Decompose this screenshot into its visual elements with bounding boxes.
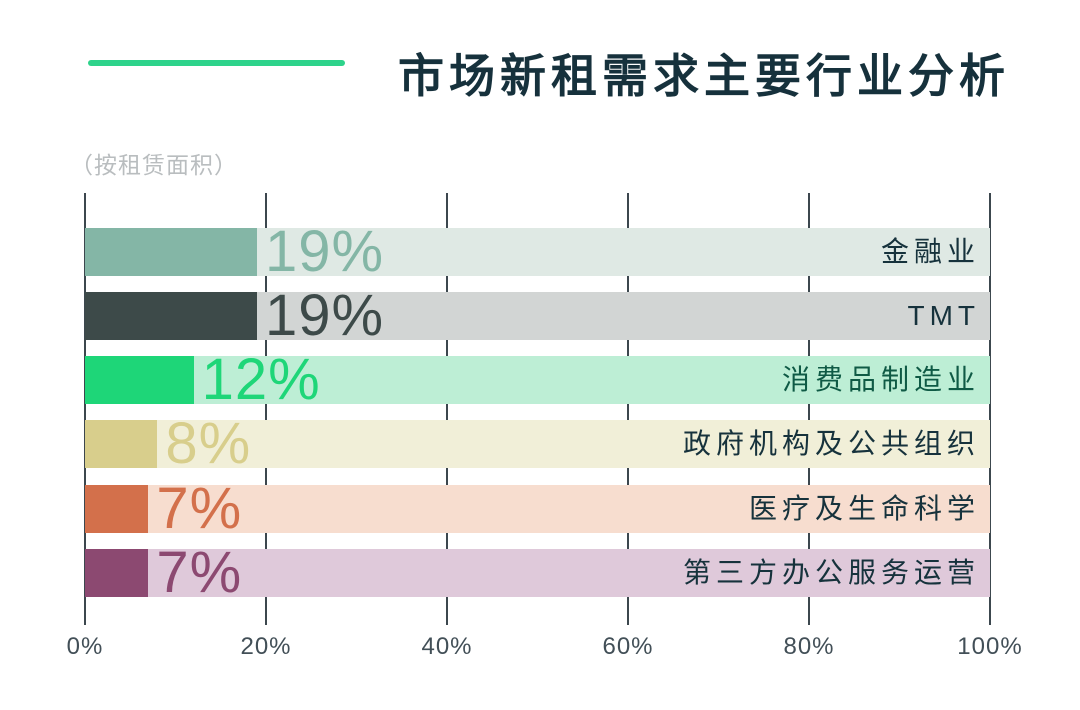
bar-row-healthcare: 7% 医疗及生命科学 — [85, 480, 990, 538]
bar-row-office-services: 7% 第三方办公服务运营 — [85, 544, 990, 602]
bar-category-label: 消费品制造业 — [781, 364, 980, 395]
bar-value-label: 19% — [264, 219, 385, 284]
bar-value-label: 7% — [156, 476, 243, 541]
page-title: 市场新租需求主要行业分析 — [398, 50, 1010, 102]
x-tick-label-100: 100% — [957, 633, 1023, 660]
chart-subtitle: （按租赁面积） — [70, 152, 238, 178]
x-tick-label-0: 0% — [66, 633, 104, 660]
bar-value-label: 8% — [165, 411, 252, 476]
bar-value-label: 7% — [156, 540, 243, 605]
x-tick-label-80: 80% — [783, 633, 835, 660]
bar-category-label: 政府机构及公共组织 — [682, 428, 980, 459]
bar-fill — [85, 292, 257, 340]
bar-fill — [85, 549, 149, 597]
bar-fill — [85, 228, 257, 276]
title-accent-line — [88, 60, 345, 66]
x-tick-label-40: 40% — [421, 633, 473, 660]
bar-category-label: 金融业 — [880, 236, 980, 267]
bar-category-label: 第三方办公服务运营 — [682, 557, 980, 588]
bar-row-consumer-goods: 12% 消费品制造业 — [85, 351, 990, 409]
bar-fill — [85, 356, 194, 404]
bar-category-label: TMT — [907, 300, 980, 331]
gridline-80pct — [808, 193, 810, 625]
bar-chart: 19% 金融业 19% TMT 12% 消费品制造业 8% 政府机构及公共组织 … — [67, 193, 1022, 660]
bar-category-label: 医疗及生命科学 — [748, 493, 980, 524]
bar-value-label: 12% — [201, 347, 321, 412]
x-tick-label-20: 20% — [240, 633, 292, 660]
x-axis: 0% 20% 40% 60% 80% 100% — [67, 633, 1022, 663]
bar-row-finance: 19% 金融业 — [85, 223, 990, 281]
x-tick-label-60: 60% — [602, 633, 654, 660]
bar-row-tmt: 19% TMT — [85, 287, 990, 345]
gridline-100pct — [989, 193, 991, 625]
bar-value-label: 19% — [264, 283, 385, 348]
gridline-60pct — [627, 193, 629, 625]
gridline-0pct — [84, 193, 86, 625]
gridline-20pct — [265, 193, 267, 625]
bar-fill — [85, 485, 149, 533]
bar-row-government: 8% 政府机构及公共组织 — [85, 415, 990, 473]
bar-fill — [85, 420, 158, 468]
gridline-40pct — [446, 193, 448, 625]
